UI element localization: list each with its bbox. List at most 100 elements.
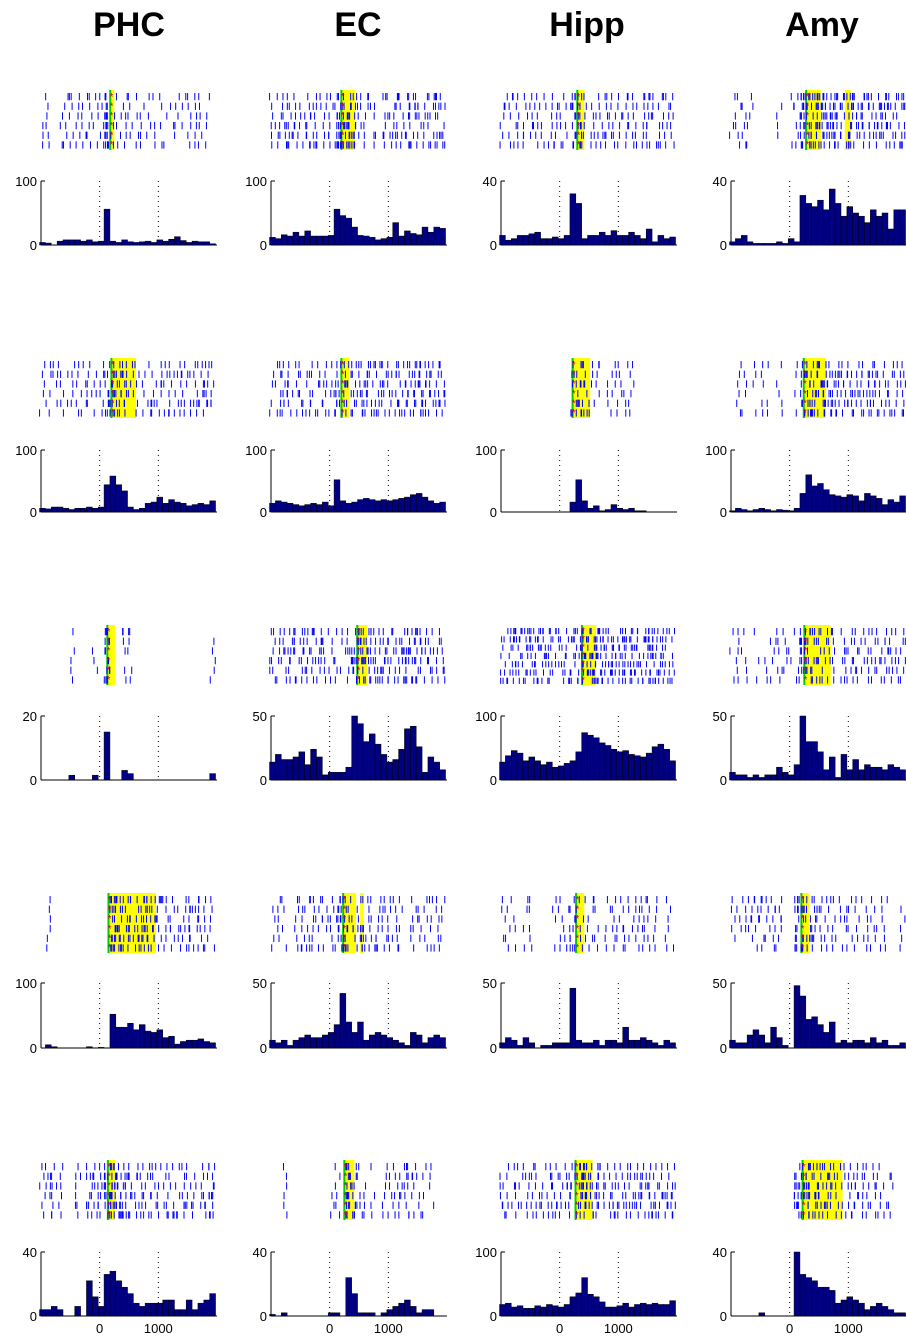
histogram-bar-amy-r5 <box>817 1286 824 1317</box>
histogram-bar-ec-r5 <box>327 1312 335 1317</box>
histogram-bar-ec-r2 <box>275 500 282 513</box>
histogram-bar-phc-r4 <box>115 1026 122 1049</box>
raster-marker-amy-r4: * <box>801 924 805 935</box>
histogram-bar-phc-r2 <box>156 496 163 513</box>
histogram-bar-amy-r3 <box>870 766 877 781</box>
histogram-bar-amy-r5 <box>811 1280 818 1317</box>
histogram-bar-ec-r3 <box>404 728 411 781</box>
histogram-bar-hipp-r4 <box>640 1037 647 1049</box>
histogram-bar-ec-r1 <box>357 235 364 246</box>
histogram-bar-amy-r2 <box>887 499 895 513</box>
histogram-bar-amy-r4 <box>829 1021 836 1049</box>
histogram-bar-hipp-r4 <box>599 1045 606 1049</box>
y-tick-label-hipp-r3: 100 <box>475 709 497 724</box>
y-tick-label-hipp-r4: 50 <box>483 976 497 991</box>
histogram-bar-hipp-r1 <box>645 228 653 246</box>
histogram-bar-ec-r3 <box>357 723 364 781</box>
histogram-bar-amy-r3 <box>782 772 789 781</box>
histogram-bar-ec-r3 <box>374 743 382 781</box>
histogram-bar-phc-r5 <box>144 1302 152 1317</box>
histogram-bar-phc-r3 <box>121 770 128 781</box>
y-tick-label-amy-r5: 0 <box>720 1309 727 1324</box>
histogram-bar-ec-r3 <box>398 749 405 781</box>
histogram-bar-amy-r1 <box>741 235 748 246</box>
histogram-bar-phc-r5 <box>92 1296 99 1317</box>
histogram-bar-amy-r5 <box>829 1290 836 1317</box>
x-tick-label-phc-r5: 1000 <box>144 1321 173 1336</box>
histogram-bar-phc-r2 <box>62 508 70 513</box>
histogram-bar-amy-r2 <box>787 510 795 513</box>
histogram-bar-amy-r2 <box>817 483 824 513</box>
histogram-bar-phc-r1 <box>121 239 128 246</box>
histogram-bar-amy-r3 <box>823 769 830 781</box>
raster-marker-ec-r4: * <box>342 924 346 935</box>
histogram-bar-phc-r1 <box>80 240 87 246</box>
raster-marker-phc-r1: * <box>109 130 113 141</box>
raster-marker-hipp-r4: * <box>575 933 579 944</box>
y-tick-label-amy-r3: 50 <box>713 709 727 724</box>
y-tick-label-phc-r2: 100 <box>15 443 37 458</box>
histogram-bar-amy-r4 <box>770 1026 777 1049</box>
histogram-bar-hipp-r1 <box>540 238 547 246</box>
raster-marker-ec-r4: * <box>342 933 346 944</box>
histogram-bar-amy-r1 <box>852 212 859 246</box>
histogram-bar-amy-r4 <box>858 1039 865 1049</box>
histogram-bar-hipp-r4 <box>622 1026 629 1049</box>
histogram-bar-amy-r1 <box>805 203 812 246</box>
histogram-bar-ec-r1 <box>281 234 288 246</box>
histogram-bar-ec-r5 <box>345 1277 352 1317</box>
histogram-bar-amy-r2 <box>729 510 736 513</box>
raster-marker-hipp-r4: * <box>575 904 579 915</box>
histogram-bar-ec-r1 <box>345 217 352 246</box>
histogram-bar-phc-r2 <box>121 490 128 513</box>
histogram-bar-ec-r2 <box>374 500 382 513</box>
histogram-bar-amy-r4 <box>834 1042 842 1049</box>
histogram-bar-hipp-r1 <box>604 235 612 246</box>
histogram-bar-ec-r1 <box>415 234 423 246</box>
histogram-bar-amy-r3 <box>817 751 824 781</box>
column-title-ec: EC <box>334 6 382 44</box>
histogram-bar-phc-r2 <box>39 508 46 513</box>
histogram-bar-hipp-r4 <box>604 1039 612 1049</box>
raster-marker-hipp-r2: * <box>572 408 576 419</box>
raster-marker-amy-r2: * <box>803 408 807 419</box>
histogram-bar-amy-r2 <box>799 493 807 513</box>
histogram-bar-hipp-r5 <box>669 1300 676 1317</box>
histogram-bar-hipp-r3 <box>557 765 565 781</box>
histogram-bar-phc-r2 <box>203 504 210 513</box>
histogram-bar-hipp-r2 <box>581 500 588 513</box>
histogram-bar-ec-r4 <box>404 1045 411 1049</box>
histogram-bar-ec-r1 <box>398 235 405 246</box>
histogram-bar-ec-r2 <box>269 503 276 513</box>
raster-marker-hipp-r1: * <box>576 121 580 132</box>
raster-marker-ec-r1: * <box>341 92 345 103</box>
histogram-bar-hipp-r1 <box>599 231 606 246</box>
raster-marker-phc-r2: * <box>111 360 115 371</box>
histogram-bar-hipp-r4 <box>563 1042 571 1049</box>
raster-marker-hipp-r5: * <box>575 1200 579 1211</box>
raster-marker-hipp-r4: * <box>575 943 579 954</box>
histogram-bar-ec-r1 <box>304 230 311 246</box>
histogram-bar-amy-r3 <box>799 715 807 781</box>
histogram-bar-phc-r1 <box>92 241 99 246</box>
histogram-bar-hipp-r3 <box>651 746 659 781</box>
histogram-bar-hipp-r2 <box>575 479 582 513</box>
y-tick-label-phc-r2: 0 <box>30 505 37 520</box>
histogram-bar-amy-r2 <box>793 508 801 513</box>
histogram-bar-ec-r1 <box>327 235 335 246</box>
y-tick-label-hipp-r1: 0 <box>490 238 497 253</box>
histogram-bar-amy-r1 <box>770 243 777 246</box>
histogram-bar-amy-r1 <box>864 222 871 246</box>
histogram-bar-phc-r5 <box>51 1306 58 1317</box>
histogram-bar-hipp-r2 <box>610 504 618 513</box>
histogram-bar-ec-r2 <box>427 500 435 513</box>
raster-marker-ec-r1: * <box>341 130 345 141</box>
histogram-bar-hipp-r3 <box>569 760 577 781</box>
histogram-bar-phc-r1 <box>56 240 64 246</box>
histogram-bar-phc-r5 <box>74 1306 81 1317</box>
histogram-bar-ec-r1 <box>286 235 294 246</box>
histogram-bar-ec-r5 <box>363 1312 370 1317</box>
histogram-bar-ec-r1 <box>298 235 305 246</box>
histogram-bar-phc-r2 <box>115 484 122 513</box>
raster-marker-hipp-r1: * <box>576 140 580 151</box>
